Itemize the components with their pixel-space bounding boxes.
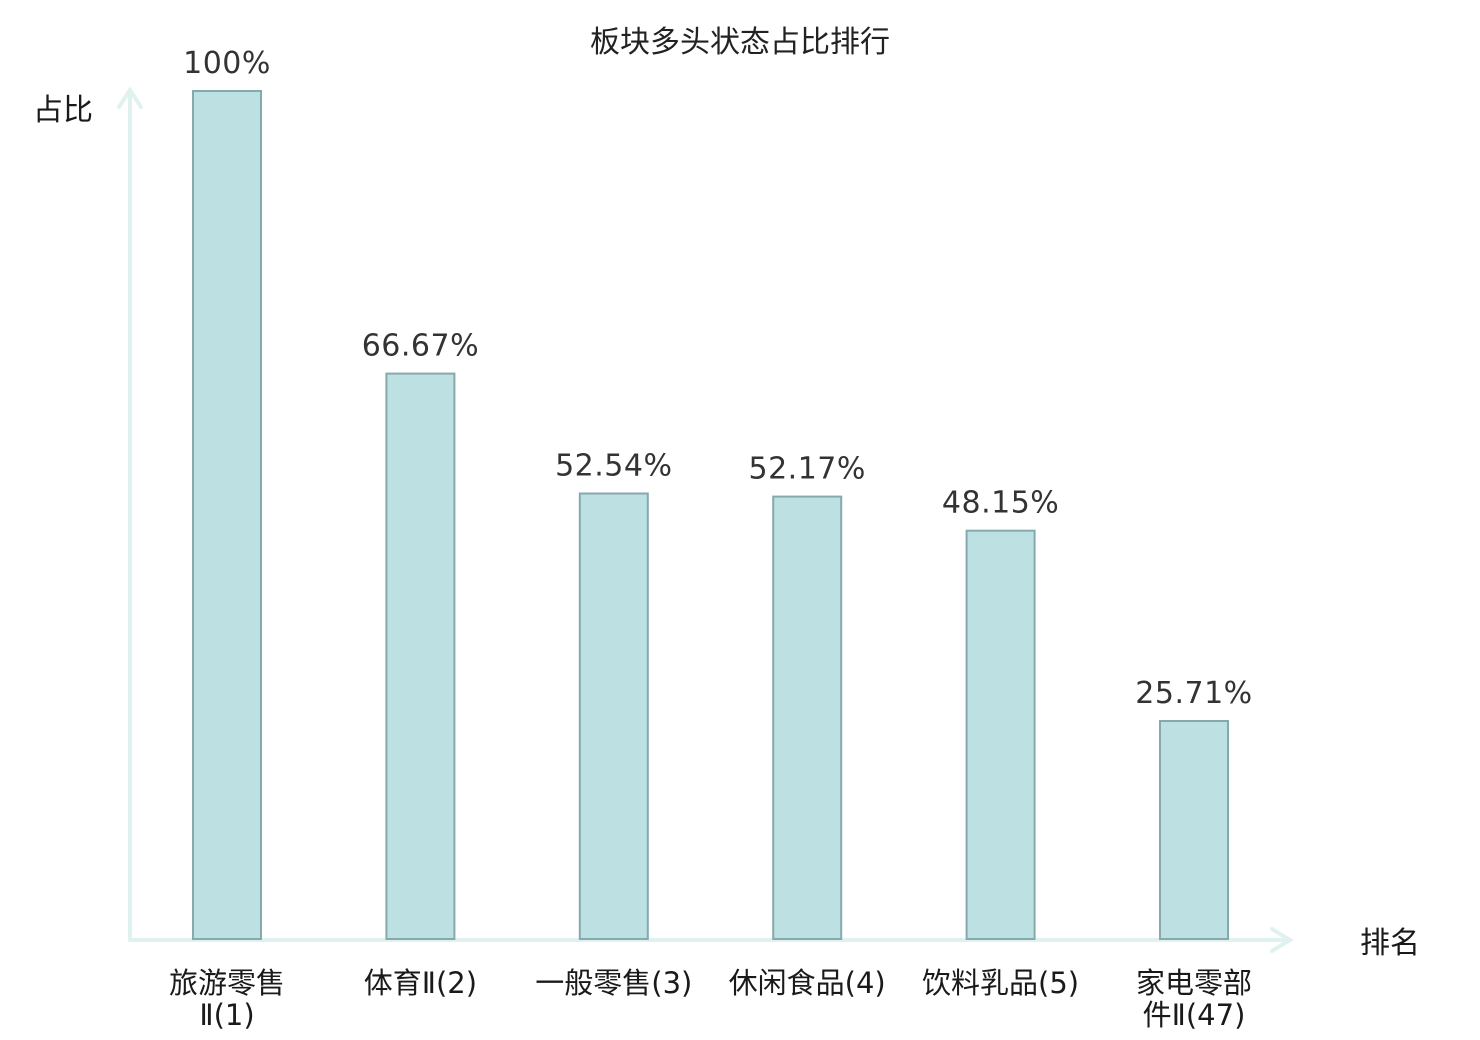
value-labels: 100% 66.67% 52.54% 52.17% 48.15% 25.71% xyxy=(183,46,1252,711)
category-label-3: 一般零售(3) xyxy=(535,966,692,1000)
category-label-5: 饮料乳品(5) xyxy=(922,966,1079,1000)
x-axis-arrow-icon xyxy=(1270,927,1294,953)
chart-title: 板块多头状态占比排行 xyxy=(590,25,890,60)
value-label-6: 25.71% xyxy=(1135,676,1252,711)
category-label-1-line-1: 旅游零售 xyxy=(169,966,285,1000)
value-label-1: 100% xyxy=(183,46,271,81)
value-label-4: 52.17% xyxy=(749,452,866,487)
y-axis-arrow-icon xyxy=(117,86,143,109)
x-axis-label: 排名 xyxy=(1360,926,1420,961)
value-label-2: 66.67% xyxy=(362,329,479,364)
bar-6 xyxy=(1159,720,1229,940)
bar-1 xyxy=(192,90,262,940)
y-axis-label: 占比 xyxy=(33,93,93,128)
category-label-4: 休闲食品(4) xyxy=(729,966,886,1000)
category-label-2: 体育Ⅱ(2) xyxy=(364,966,477,1000)
category-label-6-line-1: 家电零部 xyxy=(1136,966,1252,1000)
bar-4 xyxy=(772,495,843,940)
category-label-1-line-2: Ⅱ(1) xyxy=(199,998,254,1032)
axes xyxy=(117,86,1294,953)
bar-5 xyxy=(965,529,1036,940)
bars xyxy=(192,90,1229,941)
value-label-5: 48.15% xyxy=(942,486,1059,521)
category-label-6-line-2: 件Ⅱ(47) xyxy=(1143,998,1246,1032)
bar-3 xyxy=(578,492,649,940)
bar-2 xyxy=(385,372,456,941)
value-label-3: 52.54% xyxy=(555,449,672,484)
